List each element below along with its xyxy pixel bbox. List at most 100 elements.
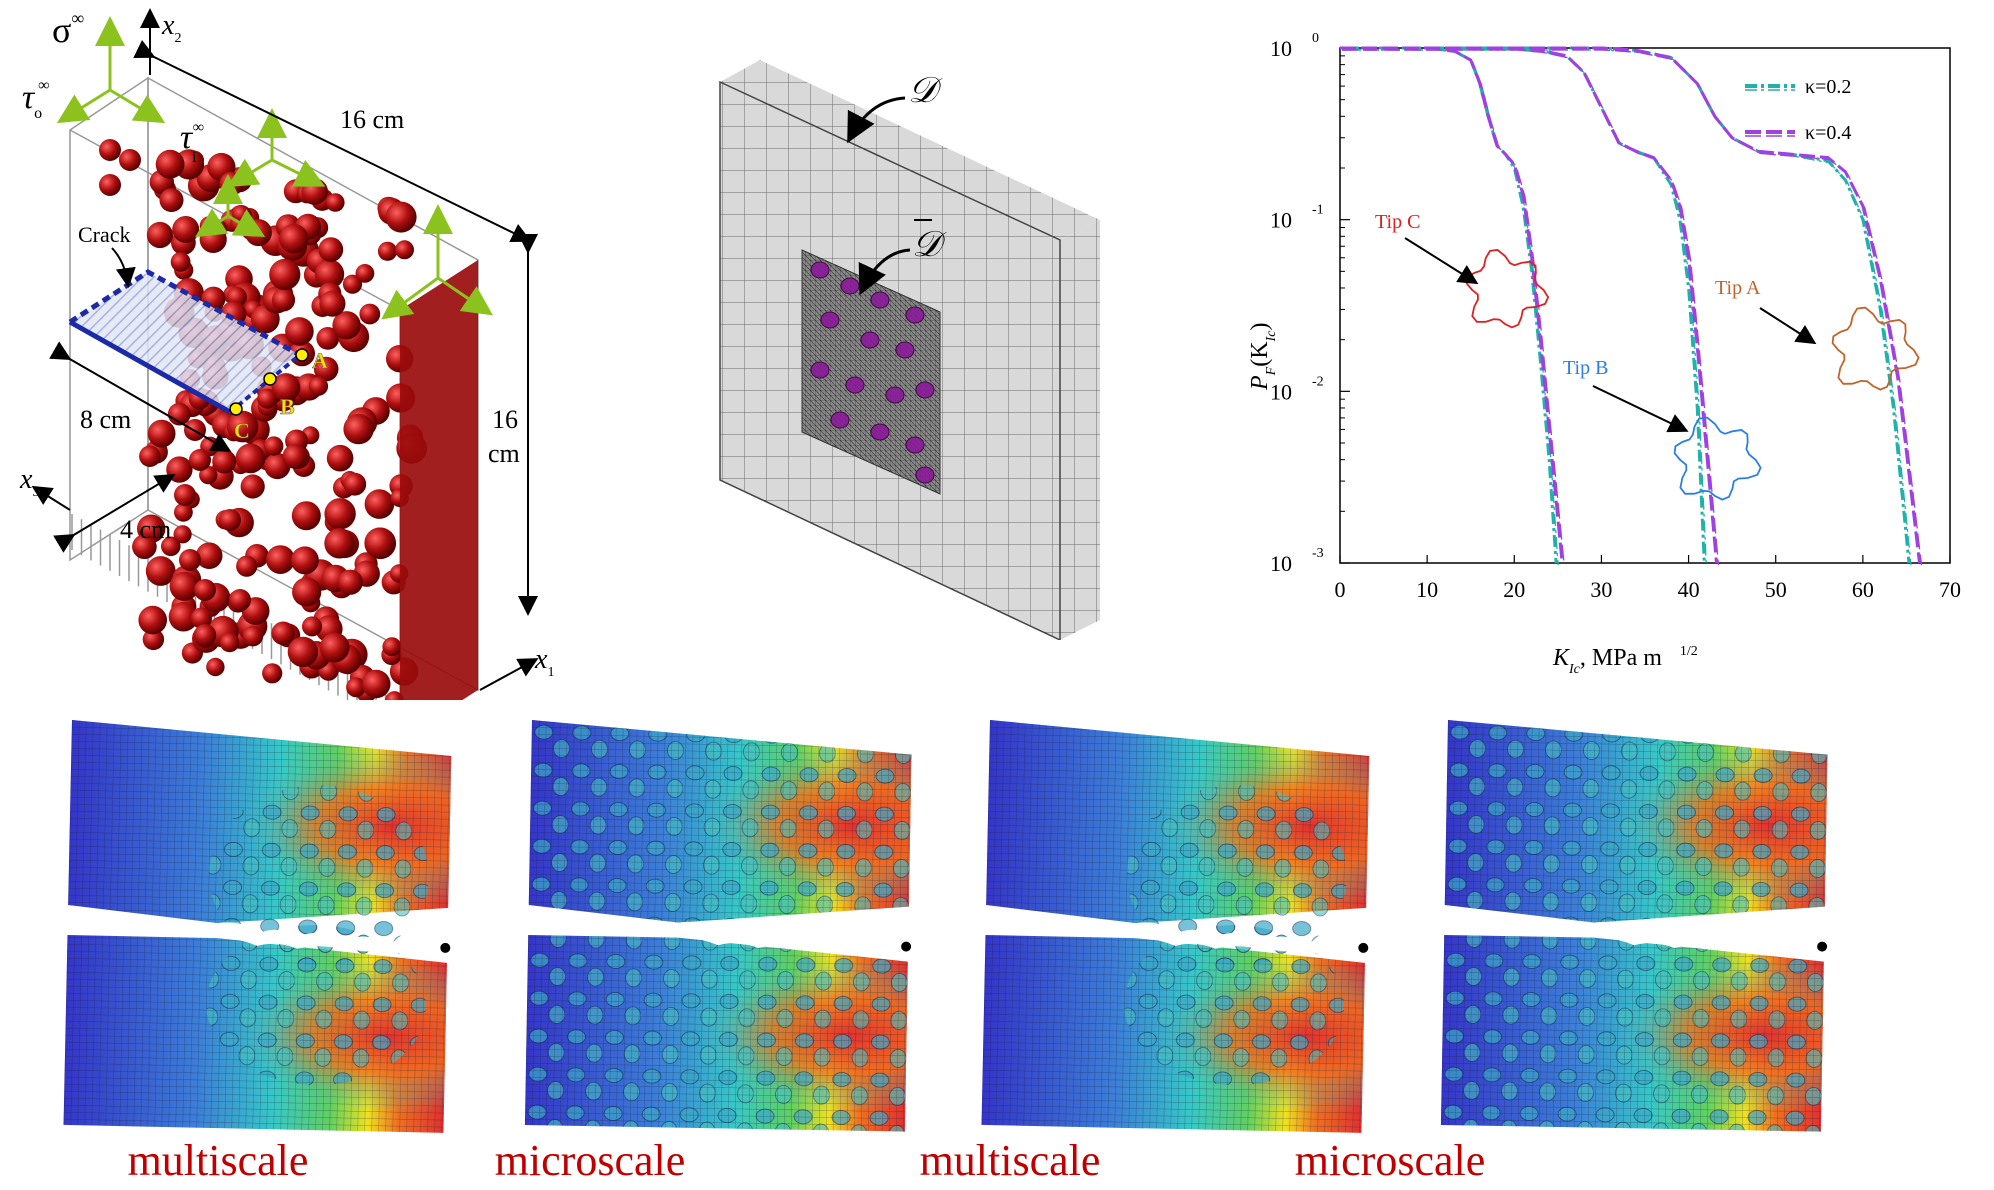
inclusion-mesh [820, 311, 840, 329]
inclusion [194, 579, 216, 601]
inclusion [313, 356, 339, 382]
crack-length-label: 8 cm [80, 405, 131, 434]
legend: κ=0.2 κ=0.4 [1745, 76, 1851, 144]
inclusion [199, 465, 218, 485]
crack-opening [1135, 922, 1366, 955]
point-c [229, 402, 243, 416]
inclusion [190, 607, 212, 629]
inclusion [343, 413, 374, 445]
inclusion [279, 224, 309, 254]
legend-label-k02: κ=0.2 [1805, 76, 1851, 98]
inclusion-mesh [810, 361, 830, 379]
x-tick-label: 40 [1678, 577, 1700, 602]
x-tick-label: 70 [1939, 577, 1961, 602]
x2-label: x2 [161, 10, 181, 46]
inclusion-mesh [810, 261, 830, 279]
inclusion [377, 241, 398, 261]
inclusion [212, 449, 237, 474]
x-tick-label: 60 [1852, 577, 1874, 602]
legend-label-k04: κ=0.4 [1805, 122, 1851, 144]
inclusion-mesh [840, 277, 860, 295]
lower-mesh [1440, 934, 1824, 1132]
inclusion [240, 474, 265, 499]
inclusion [159, 188, 184, 213]
inclusion-mesh [830, 411, 850, 429]
specimen-diagram: A B C Crack σ∞ τo∞ τi∞ x2 x1 x3 16 cm 16… [19, 8, 554, 700]
mesh-diagram: 𝒟 𝒟 [719, 60, 1100, 640]
inclusion [139, 445, 161, 468]
lower-mesh [63, 934, 447, 1133]
inclusion-mesh [915, 381, 935, 399]
point-b-label: B [280, 394, 295, 419]
inclusion [385, 201, 417, 233]
specimen-right-face [400, 260, 478, 700]
tip-b-label: Tip B [1563, 357, 1608, 379]
width-label: 16 cm [340, 105, 404, 134]
series-line-shadow [1342, 49, 1923, 566]
crack-tip-point [1817, 941, 1828, 952]
mesh-side-face [1060, 220, 1100, 640]
probability-chart: 0 10 20 30 40 50 60 70 10 0 10 -1 10 -2 10 -3 κ=0.2 κ=0… [1247, 31, 1961, 677]
inclusion [271, 288, 296, 312]
upper-mesh [1444, 720, 1828, 923]
inclusion [99, 139, 121, 161]
inclusion [285, 317, 314, 346]
tip-c-label: Tip C [1375, 211, 1420, 233]
contour-panel [63, 720, 452, 1133]
x-axis-label: KIc, MPa m 1/2 [1552, 644, 1698, 677]
inclusion [385, 691, 404, 700]
inclusion [229, 589, 251, 611]
inclusion [302, 616, 322, 637]
tip-a-shape [1831, 306, 1920, 391]
inclusion [142, 628, 165, 651]
inclusion [326, 444, 354, 472]
inclusion [174, 484, 196, 506]
x-tick-label: 50 [1765, 577, 1787, 602]
inclusion [362, 669, 391, 699]
inclusion [290, 546, 319, 575]
series-line-shadow [1342, 49, 1707, 566]
inclusion [287, 636, 319, 668]
series-line [1340, 46, 1558, 564]
inclusion-mesh [860, 331, 880, 349]
y-tick-exponent: -2 [1312, 374, 1324, 389]
inclusion [316, 327, 340, 350]
plot-frame [1339, 47, 1951, 564]
crack-tip-point [901, 941, 912, 952]
inclusion [170, 252, 191, 272]
tau-i-label: τi∞ [180, 119, 204, 166]
inclusion [166, 456, 193, 483]
inclusion [236, 555, 258, 577]
inclusion [219, 509, 241, 531]
inclusion-mesh [905, 306, 925, 324]
inclusion [219, 632, 240, 653]
inclusion [332, 311, 361, 340]
crack-tip-point [440, 942, 451, 953]
inclusion [195, 542, 223, 569]
data-curves [1340, 46, 1923, 566]
inclusion [395, 240, 414, 260]
inclusion [146, 221, 173, 249]
contour-panels [63, 720, 1828, 1133]
inclusion [324, 498, 356, 530]
inclusion [179, 549, 201, 571]
crack-front-dashed [68, 269, 302, 358]
inclusion [262, 663, 283, 684]
inclusion [355, 264, 375, 283]
inclusion [319, 290, 346, 317]
tip-a-label: Tip A [1715, 277, 1761, 299]
x1-axis [479, 658, 539, 691]
crack-tip-point [1358, 942, 1369, 953]
x3-axis [31, 485, 71, 511]
x-tick-label: 30 [1590, 577, 1612, 602]
inclusion-mesh [885, 386, 905, 404]
refined-subdomain [801, 249, 941, 495]
point-a [295, 348, 309, 362]
inclusion [346, 677, 366, 698]
point-b [263, 372, 277, 386]
inclusion [308, 376, 329, 396]
inclusion [189, 449, 211, 471]
domain-label: 𝒟 [908, 70, 943, 110]
tau-o-label: τo∞ [22, 77, 50, 122]
inclusion [242, 625, 264, 647]
